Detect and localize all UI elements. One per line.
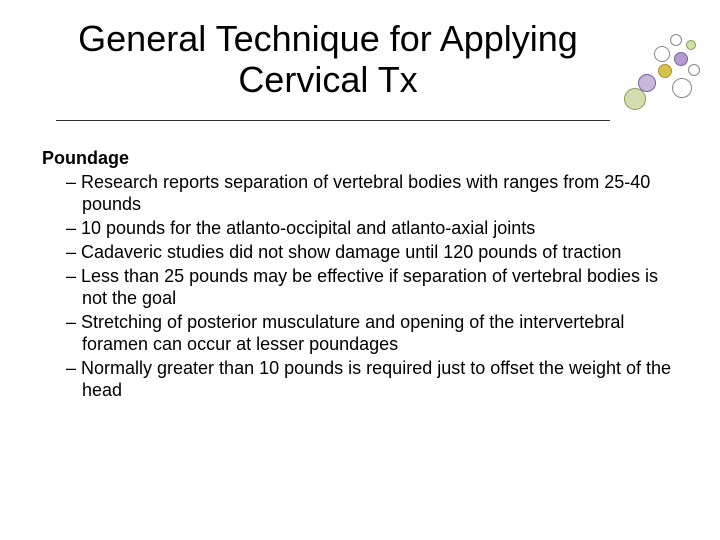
body-text: Poundage Research reports separation of … <box>42 148 678 403</box>
bullet-item: Less than 25 pounds may be effective if … <box>42 266 678 310</box>
deco-circle <box>688 64 700 76</box>
decorative-circles <box>624 34 704 122</box>
section-heading: Poundage <box>42 148 678 170</box>
bullet-item: 10 pounds for the atlanto-occipital and … <box>42 218 678 240</box>
title-underline <box>56 120 610 121</box>
deco-circle <box>658 64 672 78</box>
bullet-item: Cadaveric studies did not show damage un… <box>42 242 678 264</box>
bullet-item: Stretching of posterior musculature and … <box>42 312 678 356</box>
slide-title: General Technique for Applying Cervical … <box>48 18 608 101</box>
deco-circle <box>638 74 656 92</box>
bullet-item: Normally greater than 10 pounds is requi… <box>42 358 678 402</box>
bullet-item: Research reports separation of vertebral… <box>42 172 678 216</box>
deco-circle <box>686 40 696 50</box>
deco-circle <box>674 52 688 66</box>
deco-circle <box>654 46 670 62</box>
slide: General Technique for Applying Cervical … <box>0 0 720 540</box>
deco-circle <box>670 34 682 46</box>
deco-circle <box>672 78 692 98</box>
